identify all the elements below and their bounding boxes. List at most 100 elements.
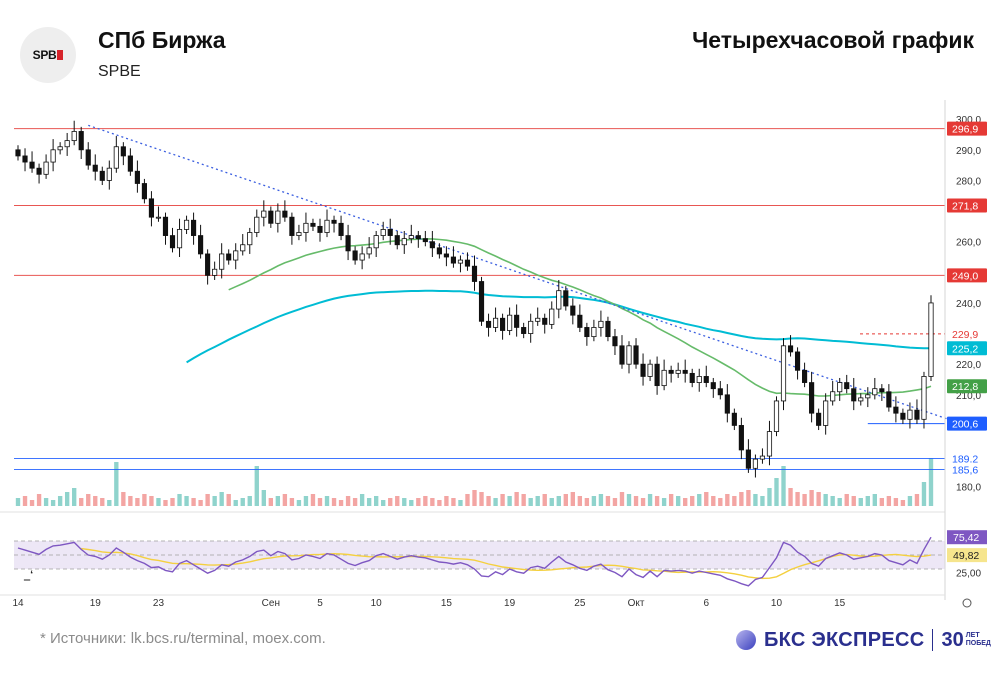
volume-bar: [282, 494, 288, 506]
volume-bar: [352, 498, 358, 506]
header: SPB СПб Биржа SPBE Четырехчасовой график: [0, 0, 1000, 100]
candle-body: [233, 250, 239, 261]
candle-body: [324, 219, 330, 233]
price-tick-label: 210,0: [956, 391, 981, 402]
candle-body: [15, 149, 21, 157]
volume-bar: [907, 496, 913, 506]
volume-bar: [86, 494, 91, 506]
volume-bar: [514, 492, 519, 506]
time-tick-label: 10: [771, 598, 783, 609]
resistance-tag: 296,9: [952, 124, 978, 136]
candle-body: [268, 210, 274, 224]
candle-body: [717, 388, 723, 396]
candle-body: [345, 235, 351, 252]
ticker-code: SPBE: [98, 63, 141, 80]
volume-bar: [577, 496, 583, 506]
price-tick-label: 280,0: [956, 176, 981, 187]
rsi-value-tag: 49,82: [953, 550, 979, 562]
volume-bar: [851, 496, 856, 506]
candle-body: [450, 256, 457, 264]
candle-body: [296, 232, 302, 236]
volume-bar: [760, 496, 765, 506]
candle-body: [605, 320, 611, 338]
candle-body: [219, 253, 225, 270]
candle-body: [57, 146, 63, 151]
volume-bar: [739, 492, 744, 506]
candle-body: [633, 345, 639, 365]
volume-bar: [64, 492, 70, 506]
volume-bar: [254, 466, 259, 506]
volume-bar: [493, 498, 498, 506]
volume-bar: [746, 490, 751, 506]
brand-divider: [932, 629, 934, 651]
price-chart[interactable]: 25,00 75,42 49,82 ‗‘ 180,0 210,0 220,0 240,0 26…: [0, 100, 1000, 620]
price-axis: 180,0 210,0 220,0 240,0 260,0 280,0 290,0 300,0: [944, 100, 981, 600]
volume-bar: [212, 496, 217, 506]
candle-body: [830, 391, 836, 402]
volume-bar: [563, 494, 568, 506]
volume-bar: [247, 496, 252, 506]
candle-body: [380, 229, 386, 236]
volume-bar: [528, 498, 533, 506]
resistance-tag-bg: [947, 198, 987, 213]
candle-body: [303, 222, 309, 233]
candle-body: [331, 219, 337, 224]
volume-bar: [219, 492, 224, 506]
volume-bar: [774, 478, 779, 506]
logo-text: SPB: [32, 48, 57, 62]
volume-bar: [879, 498, 885, 506]
candle-body: [900, 412, 906, 420]
candle-body: [591, 327, 597, 338]
volume-bar: [317, 498, 323, 506]
candle-body: [282, 210, 288, 218]
candle-body: [422, 238, 428, 243]
candle-body: [759, 455, 766, 460]
candle-body: [190, 219, 197, 236]
candle-body: [85, 149, 91, 166]
rsi-panel: 25,00 75,42 49,82 ‗‘: [0, 511, 987, 587]
candle-body: [478, 281, 485, 322]
candle-body: [549, 308, 555, 325]
volume-bar: [921, 482, 927, 506]
candle-body: [310, 222, 316, 227]
price-tick-label: 220,0: [956, 360, 981, 371]
volume-bar: [296, 500, 302, 506]
volume-bar: [128, 496, 133, 506]
time-tick-label: 15: [834, 598, 846, 609]
candle-body: [521, 327, 527, 334]
volume-bar: [830, 496, 835, 506]
resistance-tag-bg: [947, 121, 987, 136]
volume-bar: [409, 500, 414, 506]
volume-bars: [15, 458, 934, 506]
candle-body: [914, 409, 920, 420]
candle-body: [584, 327, 590, 338]
volume-bar: [893, 498, 899, 506]
volume-bar: [366, 498, 372, 506]
time-tick-label: 19: [90, 598, 102, 609]
candle-body: [879, 388, 885, 393]
horizontal-levels: [14, 128, 945, 471]
time-tick-label: 25: [574, 598, 586, 609]
volume-bar: [29, 500, 35, 506]
volume-bar: [107, 500, 112, 506]
volume-bar: [289, 498, 295, 506]
volume-bar: [310, 494, 316, 506]
ma-long-tag-bg: [947, 341, 987, 356]
volume-bar: [928, 458, 934, 506]
volume-bar: [22, 496, 28, 506]
volume-bar: [802, 494, 807, 506]
resistance-tag-bg: [947, 268, 987, 283]
candle-body: [183, 219, 190, 230]
volume-bar: [43, 498, 49, 506]
volume-bar: [331, 498, 337, 506]
candle-body: [928, 302, 934, 377]
time-tick-label: 19: [504, 598, 516, 609]
volume-bar: [135, 498, 140, 506]
candle-body: [394, 235, 400, 246]
price-tick-label: 300,0: [956, 115, 981, 126]
candle-body: [92, 164, 98, 172]
candle-body: [780, 345, 787, 402]
candle-body: [471, 265, 478, 282]
candle-body: [64, 140, 70, 148]
